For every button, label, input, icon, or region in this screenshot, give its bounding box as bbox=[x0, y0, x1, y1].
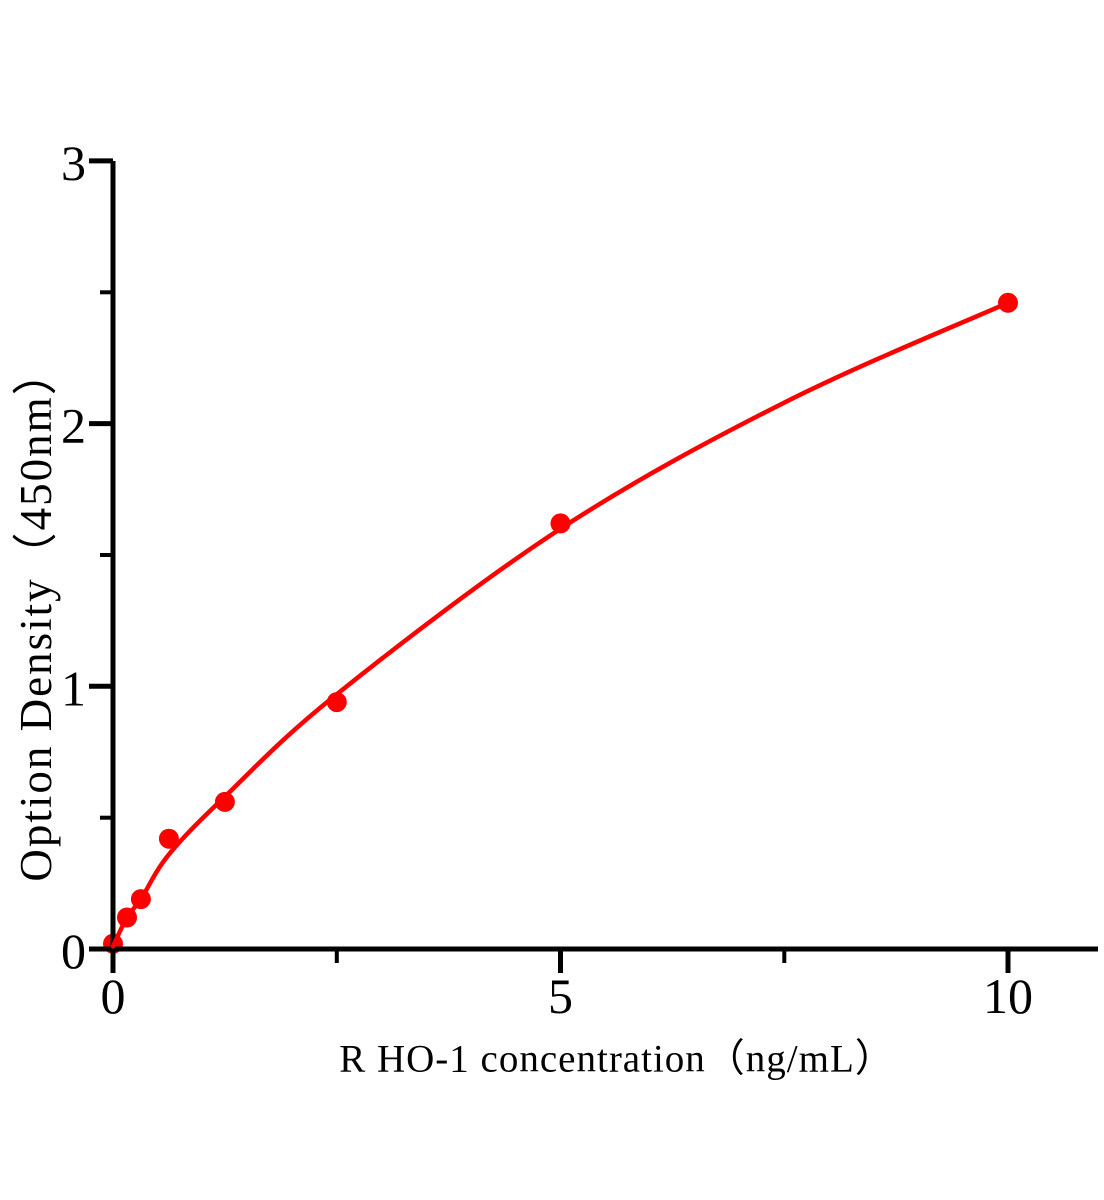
data-point bbox=[326, 692, 347, 713]
axes-layer: 0 5 10 0 1 2 3 bbox=[61, 135, 1098, 1024]
x-tick-label: 10 bbox=[983, 968, 1033, 1024]
y-tick-label: 3 bbox=[61, 135, 86, 191]
y-tick-label: 2 bbox=[61, 398, 86, 454]
data-point bbox=[130, 889, 151, 910]
y-tick-label: 1 bbox=[61, 660, 86, 716]
data-point bbox=[117, 907, 137, 928]
data-point bbox=[998, 292, 1018, 313]
data-point bbox=[158, 828, 179, 849]
series-layer bbox=[110, 292, 1018, 949]
x-axis-title: R HO-1 concentration（ng/mL） bbox=[339, 1038, 895, 1081]
standard-curve-line bbox=[110, 300, 1011, 949]
x-tick-label: 5 bbox=[548, 968, 573, 1024]
y-tick-label: 0 bbox=[61, 923, 86, 979]
data-point bbox=[214, 791, 235, 812]
y-axis-title: Option Density（450nm） bbox=[11, 348, 61, 881]
data-point bbox=[550, 513, 571, 534]
x-tick-label: 0 bbox=[101, 968, 126, 1024]
